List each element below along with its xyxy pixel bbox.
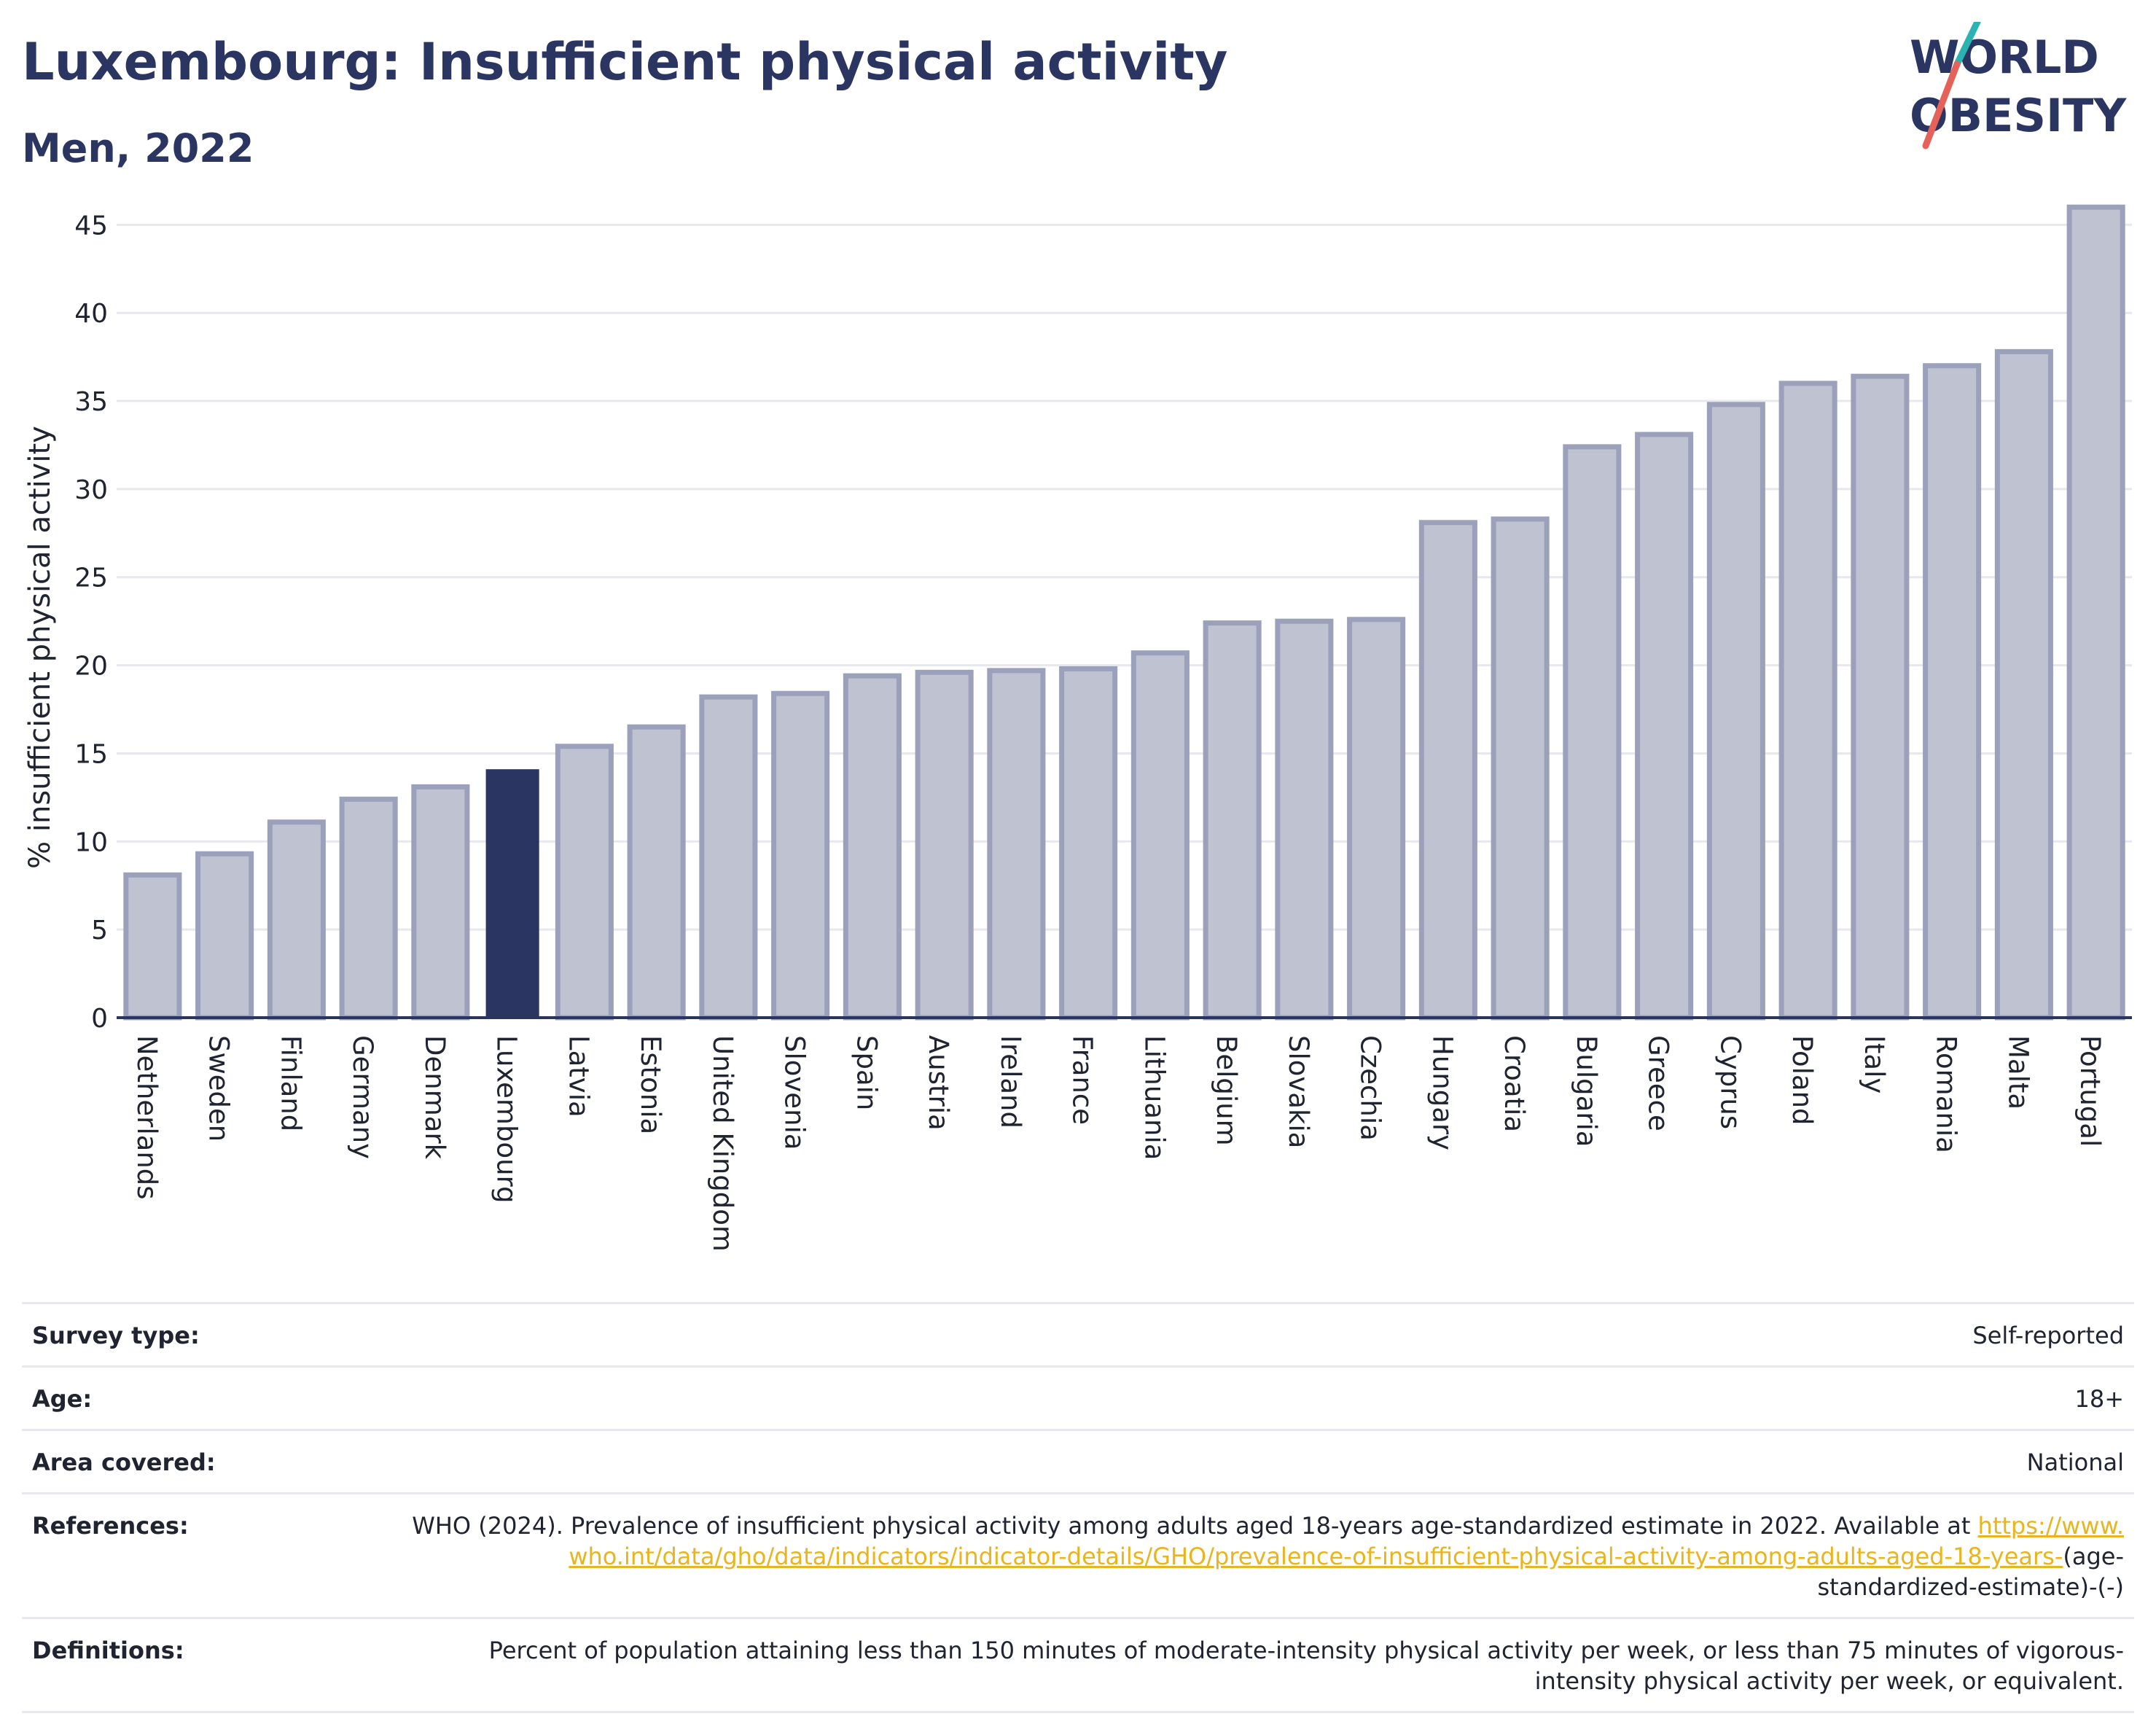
info-label: Area covered: — [32, 1449, 216, 1476]
x-tick-label: Austria — [923, 1035, 954, 1131]
y-tick-label: 40 — [74, 299, 108, 329]
y-tick-label: 10 — [74, 827, 108, 857]
x-tick-label: Czechia — [1355, 1035, 1386, 1141]
bar-ireland — [987, 668, 1046, 1021]
info-row-age: Age: 18+ — [22, 1368, 2134, 1431]
x-tick-label: Poland — [1786, 1035, 1818, 1126]
info-row-area-covered: Area covered: National — [22, 1431, 2134, 1494]
bar-poland — [1778, 381, 1837, 1021]
x-tick-label: Slovakia — [1283, 1035, 1314, 1148]
x-tick-label: Malta — [2002, 1035, 2034, 1110]
reference-link[interactable]: https://www.who.int/data/gho/data/indica… — [569, 1512, 2124, 1570]
x-tick-label: Estonia — [635, 1035, 666, 1134]
bar-portugal — [2066, 204, 2125, 1021]
bar-latvia — [555, 744, 614, 1021]
bar-sweden — [195, 851, 254, 1021]
bar-slovakia — [1275, 618, 1334, 1021]
bar-italy — [1851, 373, 1910, 1021]
bar-austria — [915, 669, 974, 1021]
bar-france — [1059, 666, 1118, 1021]
x-tick-label: Bulgaria — [1571, 1035, 1602, 1147]
y-tick-label: 5 — [91, 916, 108, 946]
bar-united-kingdom — [699, 694, 758, 1021]
x-tick-label: Greece — [1643, 1035, 1674, 1131]
info-label: References: — [32, 1512, 189, 1540]
page-subtitle: Men, 2022 — [22, 125, 254, 171]
info-label: Age: — [32, 1385, 93, 1413]
info-row-references: References: WHO (2024). Prevalence of in… — [22, 1494, 2134, 1619]
x-tick-label: Slovenia — [779, 1035, 811, 1150]
info-label: Definitions: — [32, 1637, 184, 1664]
bar-lithuania — [1130, 650, 1190, 1021]
bar-denmark — [411, 784, 470, 1021]
info-value: 18+ — [2074, 1385, 2124, 1413]
bar-luxembourg — [485, 769, 539, 1018]
x-tick-label: Sweden — [203, 1035, 235, 1142]
bar-malta — [1994, 348, 2053, 1021]
bar-romania — [1923, 363, 1982, 1021]
y-tick-label: 35 — [74, 387, 108, 417]
info-value: National — [2026, 1449, 2124, 1476]
x-tick-label: Luxembourg — [491, 1035, 523, 1204]
x-tick-label: Belgium — [1211, 1035, 1242, 1146]
info-label: Survey type: — [32, 1322, 200, 1349]
info-row-survey-type: Survey type: Self-reported — [22, 1304, 2134, 1368]
bar-spain — [843, 673, 902, 1021]
info-value: WHO (2024). Prevalence of insufficient p… — [411, 1510, 2124, 1602]
info-table: Survey type: Self-reported Age: 18+ Area… — [22, 1302, 2134, 1713]
y-tick-label: 20 — [74, 652, 108, 682]
y-tick-label: 45 — [74, 211, 108, 241]
y-tick-label: 30 — [74, 475, 108, 505]
bar-netherlands — [123, 872, 182, 1021]
logo-text-world: WORLD — [1910, 31, 2099, 84]
x-tick-label: Hungary — [1426, 1035, 1458, 1150]
x-tick-label: Romania — [1931, 1035, 1962, 1153]
x-tick-label: France — [1067, 1035, 1098, 1125]
page-title: Luxembourg: Insufficient physical activi… — [22, 32, 1228, 92]
logo-slash-red — [1922, 61, 1961, 149]
x-tick-label: United Kingdom — [707, 1035, 738, 1252]
reference-text: WHO (2024). Prevalence of insufficient p… — [412, 1512, 1971, 1540]
bar-cyprus — [1706, 402, 1765, 1021]
x-tick-label: Italy — [1859, 1035, 1890, 1093]
y-tick-label: 25 — [74, 564, 108, 593]
info-value: Percent of population attaining less tha… — [488, 1637, 2124, 1695]
y-tick-label: 15 — [74, 739, 108, 769]
x-tick-label: Denmark — [419, 1035, 450, 1160]
info-row-definitions: Definitions: Percent of population attai… — [22, 1619, 2134, 1713]
reference-suffix: (age-standardized-estimate)-(-) — [1817, 1543, 2124, 1601]
bar-germany — [339, 796, 398, 1021]
bar-estonia — [627, 724, 686, 1021]
y-axis-label: % insufficient physical activity — [23, 426, 57, 869]
x-tick-label: Finland — [275, 1035, 306, 1131]
bar-greece — [1635, 432, 1694, 1021]
bar-finland — [267, 819, 326, 1021]
bar-bulgaria — [1563, 444, 1622, 1021]
world-obesity-logo: WORLD OBESITY — [1910, 22, 2127, 149]
x-tick-label: Spain — [851, 1035, 882, 1110]
x-tick-label: Portugal — [2074, 1035, 2106, 1147]
logo-slash-teal — [1953, 22, 1981, 68]
bar-belgium — [1203, 620, 1262, 1021]
x-tick-label: Ireland — [995, 1035, 1026, 1128]
info-value: Self-reported — [1972, 1322, 2124, 1349]
bar-czechia — [1347, 617, 1406, 1021]
y-tick-label: 0 — [91, 1004, 108, 1034]
bar-hungary — [1418, 520, 1477, 1021]
x-tick-label: Netherlands — [131, 1035, 163, 1200]
bar-chart: 0 5 10 15 20 25 30 35 40 45 Netherlands Sweden Finla… — [23, 204, 2132, 1252]
bar-slovenia — [771, 690, 830, 1021]
x-tick-label: Lithuania — [1138, 1035, 1170, 1160]
x-tick-label: Germany — [347, 1035, 378, 1159]
x-tick-label: Latvia — [563, 1035, 594, 1118]
bar-croatia — [1491, 516, 1550, 1021]
x-tick-label: Cyprus — [1714, 1035, 1746, 1129]
x-tick-label: Croatia — [1499, 1035, 1530, 1132]
